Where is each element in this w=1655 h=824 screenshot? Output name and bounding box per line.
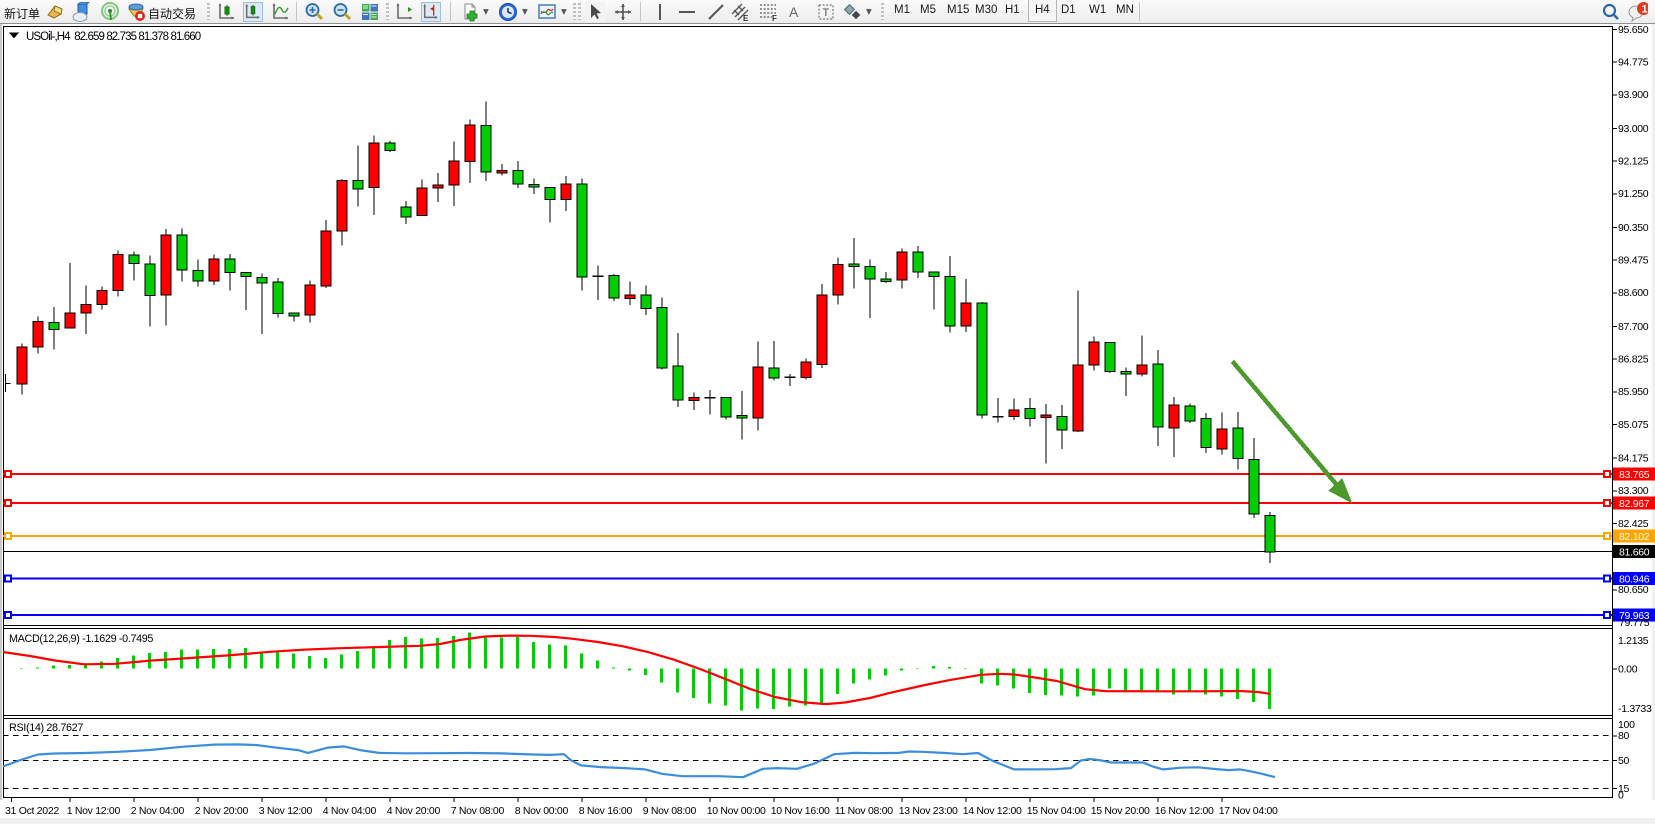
- svg-text:93.900: 93.900: [1618, 89, 1649, 101]
- svg-text:11 Nov 08:00: 11 Nov 08:00: [835, 805, 894, 817]
- svg-text:-1.3733: -1.3733: [1618, 703, 1652, 715]
- svg-text:91.250: 91.250: [1618, 188, 1649, 200]
- svg-text:13 Nov 23:00: 13 Nov 23:00: [899, 805, 958, 817]
- svg-text:80.650: 80.650: [1618, 584, 1649, 596]
- svg-text:8 Nov 16:00: 8 Nov 16:00: [579, 805, 633, 817]
- svg-text:15 Nov 20:00: 15 Nov 20:00: [1091, 805, 1150, 817]
- svg-text:81.660: 81.660: [1619, 546, 1650, 558]
- svg-text:79.963: 79.963: [1619, 610, 1650, 622]
- svg-text:15: 15: [1618, 783, 1630, 795]
- svg-text:RSI(14) 28.7627: RSI(14) 28.7627: [9, 722, 83, 734]
- svg-text:4 Nov 04:00: 4 Nov 04:00: [323, 805, 377, 817]
- svg-text:87.700: 87.700: [1618, 321, 1649, 333]
- svg-text:1: 1: [1642, 4, 1648, 16]
- svg-text:E: E: [743, 14, 749, 22]
- svg-text:85.075: 85.075: [1618, 419, 1649, 431]
- svg-text:F: F: [772, 14, 777, 22]
- svg-text:3 Nov 12:00: 3 Nov 12:00: [259, 805, 313, 817]
- svg-text:0: 0: [1618, 789, 1624, 801]
- svg-text:89.475: 89.475: [1618, 255, 1649, 267]
- svg-text:79.775: 79.775: [1619, 617, 1650, 629]
- svg-text:2 Nov 20:00: 2 Nov 20:00: [195, 805, 249, 817]
- svg-text:95.650: 95.650: [1618, 24, 1649, 36]
- svg-text:7 Nov 08:00: 7 Nov 08:00: [451, 805, 505, 817]
- svg-text:10 Nov 00:00: 10 Nov 00:00: [707, 805, 766, 817]
- svg-text:MACD(12,26,9) -1.1629 -0.7495: MACD(12,26,9) -1.1629 -0.7495: [9, 633, 153, 645]
- svg-text:82.425: 82.425: [1618, 518, 1649, 530]
- svg-text:T: T: [823, 7, 830, 19]
- svg-text:92.125: 92.125: [1618, 156, 1649, 168]
- svg-text:1 Nov 12:00: 1 Nov 12:00: [67, 805, 121, 817]
- svg-text:14 Nov 12:00: 14 Nov 12:00: [963, 805, 1022, 817]
- svg-text:100: 100: [1618, 719, 1635, 731]
- svg-text:85.950: 85.950: [1618, 386, 1649, 398]
- svg-text:8 Nov 00:00: 8 Nov 00:00: [515, 805, 569, 817]
- svg-text:94.775: 94.775: [1618, 57, 1649, 69]
- svg-text:93.000: 93.000: [1618, 123, 1649, 135]
- svg-text:2 Nov 04:00: 2 Nov 04:00: [131, 805, 185, 817]
- svg-text:10 Nov 16:00: 10 Nov 16:00: [771, 805, 830, 817]
- svg-text:83.765: 83.765: [1619, 469, 1650, 481]
- svg-text:31 Oct 2022: 31 Oct 2022: [5, 805, 59, 817]
- svg-text:80: 80: [1618, 730, 1630, 742]
- svg-text:1.2135: 1.2135: [1618, 635, 1649, 647]
- svg-text:90.350: 90.350: [1618, 222, 1649, 234]
- svg-text:82.967: 82.967: [1619, 498, 1650, 510]
- svg-text:50: 50: [1618, 755, 1630, 767]
- svg-text:16 Nov 12:00: 16 Nov 12:00: [1155, 805, 1214, 817]
- svg-text:USOil-,H4 82.659 82.735 81.37: USOil-,H4 82.659 82.735 81.378 81.660: [26, 31, 201, 43]
- svg-text:15 Nov 04:00: 15 Nov 04:00: [1027, 805, 1086, 817]
- svg-text:17 Nov 04:00: 17 Nov 04:00: [1219, 805, 1278, 817]
- svg-text:86.825: 86.825: [1618, 354, 1649, 366]
- svg-text:82.102: 82.102: [1619, 531, 1650, 543]
- svg-text:80.946: 80.946: [1619, 574, 1650, 586]
- svg-text:88.600: 88.600: [1618, 287, 1649, 299]
- svg-text:83.300: 83.300: [1618, 485, 1649, 497]
- svg-text:9 Nov 08:00: 9 Nov 08:00: [643, 805, 697, 817]
- svg-text:0.00: 0.00: [1618, 663, 1638, 675]
- svg-text:4 Nov 20:00: 4 Nov 20:00: [387, 805, 441, 817]
- svg-text:84.175: 84.175: [1618, 453, 1649, 465]
